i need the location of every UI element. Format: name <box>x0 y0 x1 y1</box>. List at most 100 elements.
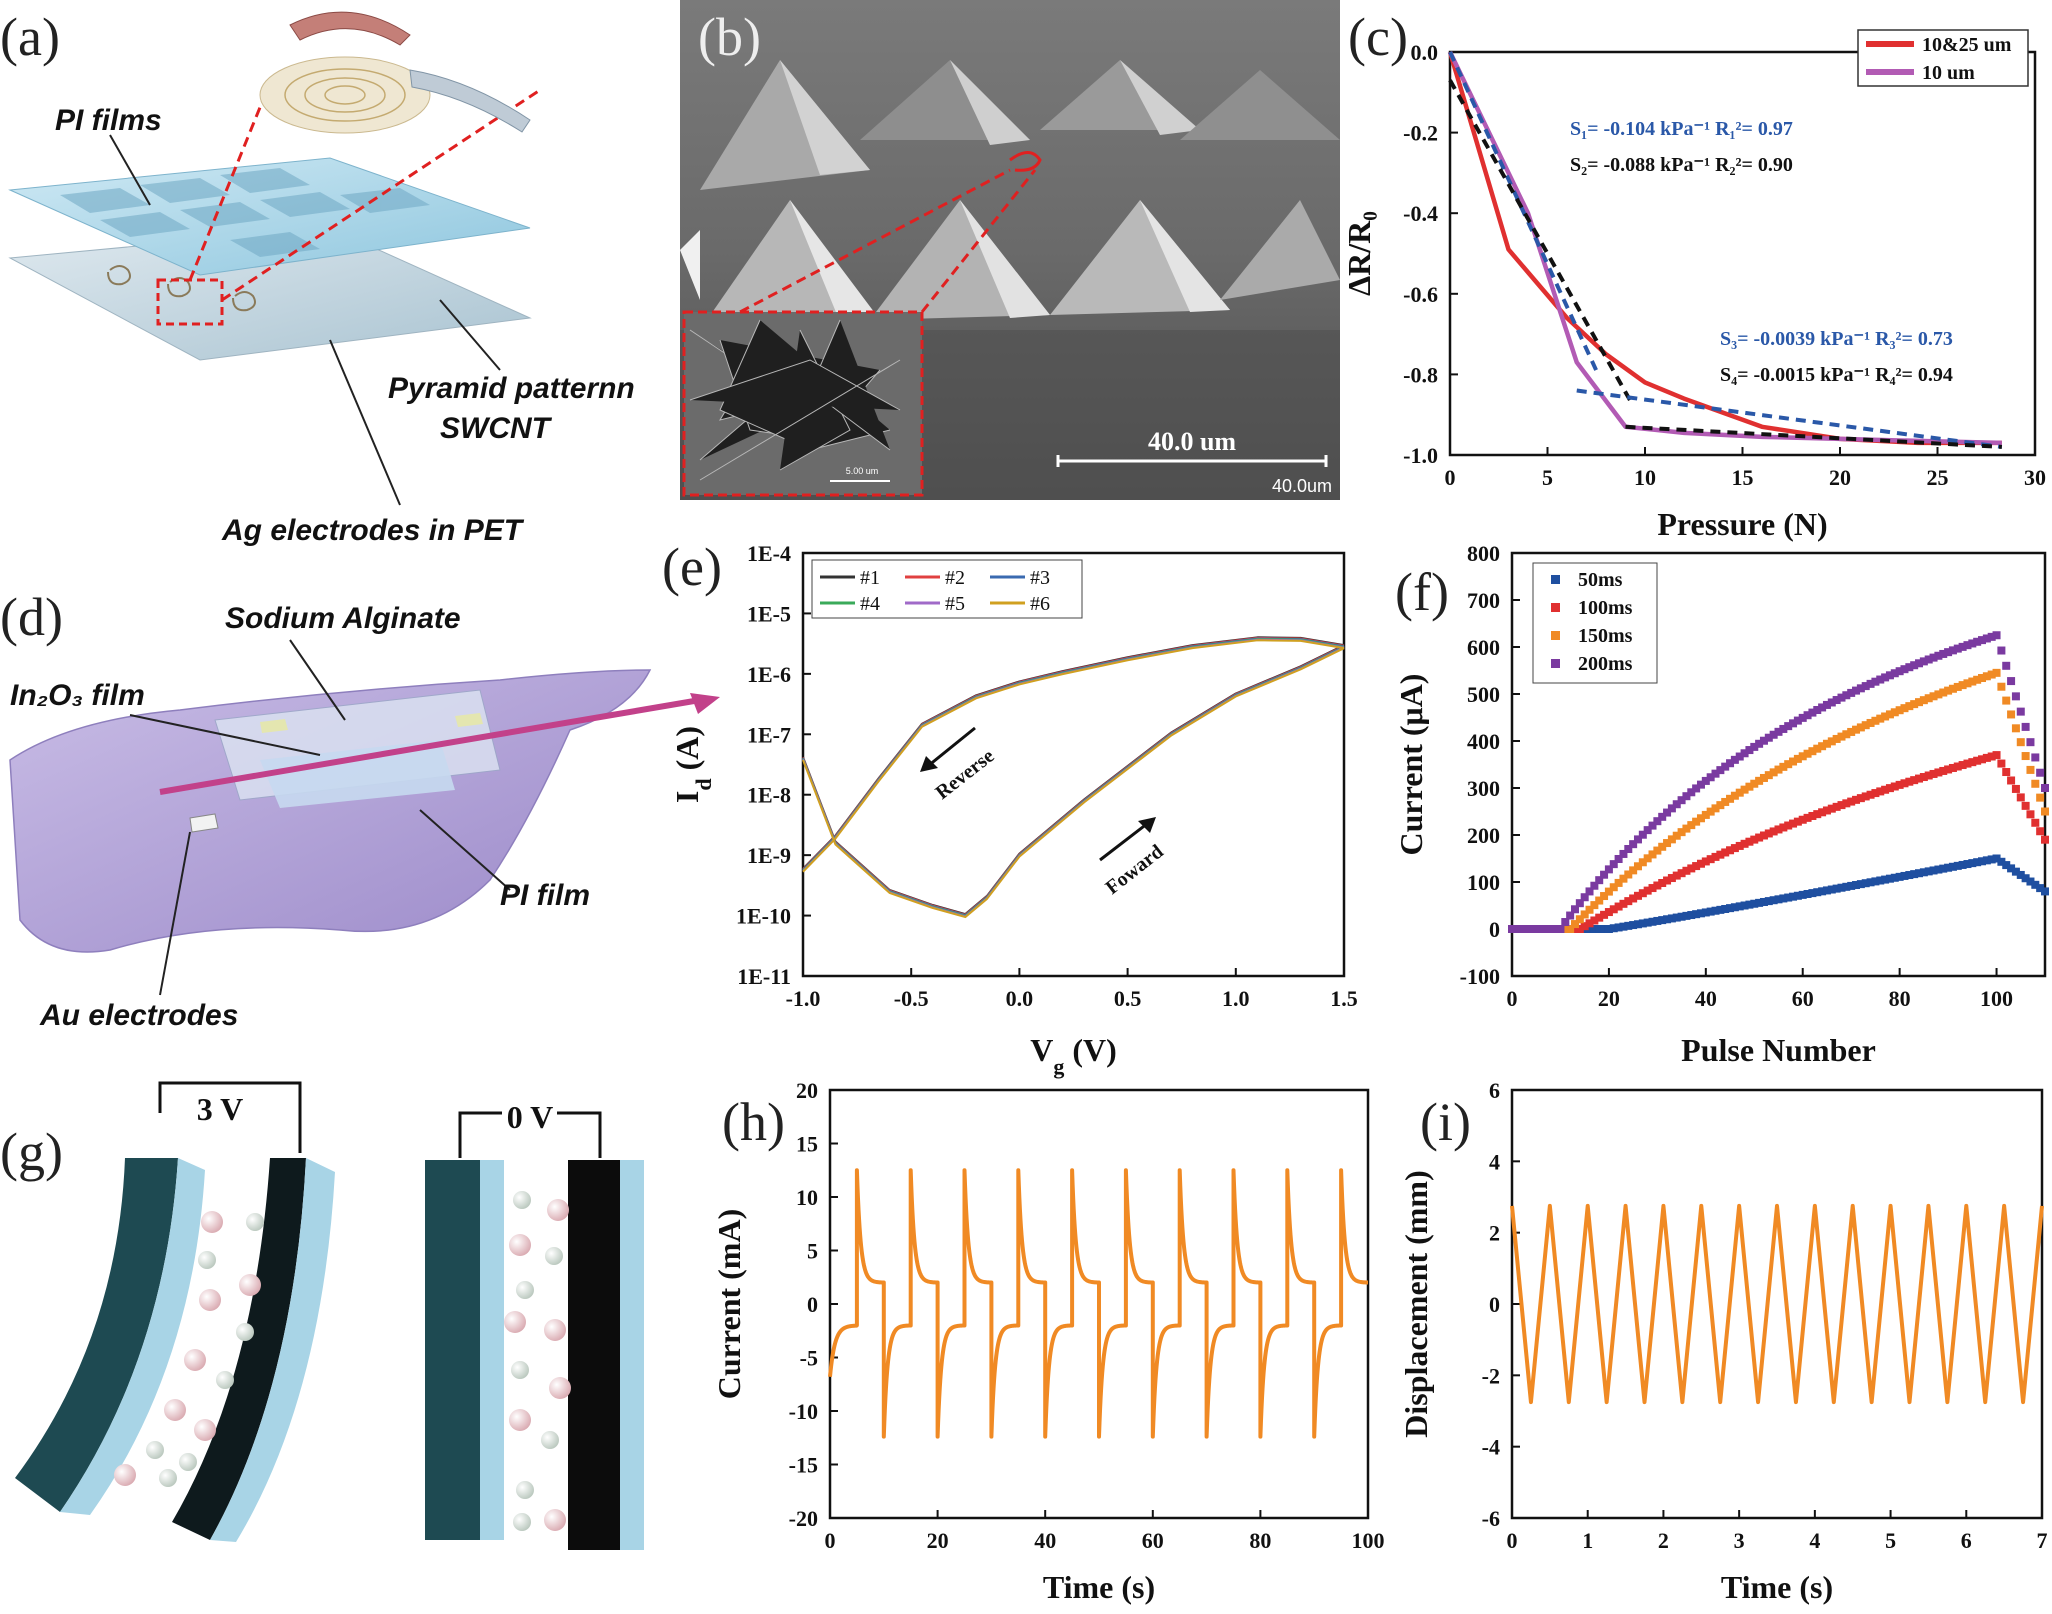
data-point-100ms <box>1929 769 1938 778</box>
data-point-150ms <box>1672 831 1681 840</box>
data-point-150ms <box>1764 771 1773 780</box>
data-point-150ms <box>1924 694 1933 703</box>
transfer-curve-reverse-device-4 <box>802 638 1345 872</box>
voltage-label-bg-right <box>502 1098 557 1134</box>
data-point-100ms <box>1648 884 1657 893</box>
data-point-50ms <box>1905 871 1914 880</box>
data-point-200ms <box>1958 642 1967 651</box>
data-point-100ms <box>1585 919 1594 928</box>
data-point-100ms <box>1915 774 1924 783</box>
data-point-100ms <box>1609 905 1618 914</box>
data-point-100ms <box>1769 827 1778 836</box>
x-tick-label-f: 40 <box>1695 986 1717 1011</box>
plot-frame-c <box>1448 50 2037 457</box>
chart-f: 0 20 40 60 80 100 -100 0 100 200 300 400 500 600 700 80… <box>1393 541 2049 1068</box>
data-point-200ms <box>1890 669 1899 678</box>
x-tick-label-c: 25 <box>1927 465 1949 490</box>
data-point-150ms <box>1978 674 1987 683</box>
x-tick-label-f: 80 <box>1889 986 1911 1011</box>
data-point-200ms <box>1619 849 1628 858</box>
y-tick-label-c: 0.0 <box>1411 40 1439 65</box>
data-point-50ms <box>1701 908 1710 917</box>
data-point-200ms <box>1643 826 1652 835</box>
source-electrode <box>189 813 219 833</box>
data-point-200ms <box>1590 881 1599 890</box>
data-point-decay-200ms <box>2041 784 2049 792</box>
x-tick-label-e: 0.5 <box>1114 986 1142 1011</box>
data-point-50ms <box>1944 863 1953 872</box>
data-point-200ms <box>1648 821 1657 830</box>
data-point-100ms <box>1604 908 1613 917</box>
data-point-150ms <box>1566 925 1575 933</box>
data-point-50ms <box>1919 868 1928 877</box>
data-point-50ms <box>1648 917 1657 926</box>
label-au-electrodes: Au electrodes <box>39 999 238 1032</box>
chart-h: 0 20 40 60 80 100 20 15 10 5 0 -5 -10 -15 -20 Time (s) C… <box>711 1078 1385 1605</box>
data-point-150ms <box>1677 828 1686 837</box>
data-point-150ms <box>1866 718 1875 727</box>
x-tick-label-h: 100 <box>1352 1528 1385 1553</box>
data-point-100ms <box>1905 777 1914 786</box>
data-point-200ms <box>1508 925 1516 933</box>
data-point-200ms <box>1948 646 1957 655</box>
legend-label-6: #6 <box>1030 593 1050 615</box>
data-point-200ms <box>1934 651 1943 660</box>
panel-b: 5.00 um 40.0 um 40.0um (b) <box>680 0 1340 500</box>
y-tick-label-c: -0.2 <box>1403 121 1438 146</box>
data-point-50ms <box>1890 873 1899 882</box>
data-point-50ms <box>1585 925 1594 933</box>
data-point-200ms <box>1827 698 1836 707</box>
data-point-100ms <box>1735 841 1744 850</box>
data-point-200ms <box>1706 773 1715 782</box>
x-axis-title-f: Pulse Number <box>1681 1032 1876 1068</box>
legend-label-200ms: 200ms <box>1578 653 1633 675</box>
data-point-decay-100ms <box>2002 768 2011 777</box>
data-point-100ms <box>1726 846 1735 855</box>
legend-e: #1 #2 #3 #4 #5 #6 <box>811 559 1083 619</box>
data-point-200ms <box>1992 631 2001 640</box>
data-point-decay-150ms <box>2007 710 2016 719</box>
data-point-150ms <box>1784 760 1793 769</box>
legend-swatch-150ms <box>1551 631 1560 640</box>
data-point-50ms <box>1968 859 1977 868</box>
data-point-100ms <box>1638 889 1647 898</box>
data-point-100ms <box>1982 753 1991 762</box>
data-point-100ms <box>1973 756 1982 765</box>
data-point-150ms <box>1856 723 1865 732</box>
data-point-100ms <box>1924 771 1933 780</box>
data-point-150ms <box>1963 679 1972 688</box>
data-point-50ms <box>1633 920 1642 929</box>
y-tick-label-h: 5 <box>807 1239 818 1264</box>
x-tick-label-e: -1.0 <box>786 986 821 1011</box>
data-point-50ms <box>1856 880 1865 889</box>
data-point-200ms <box>1517 925 1526 933</box>
y-tick-label-e: 1E-7 <box>747 722 791 747</box>
scale-corner-label: 40.0um <box>1272 476 1332 496</box>
legend-label-4: #4 <box>860 593 880 615</box>
data-point-200ms <box>1600 870 1609 879</box>
data-point-50ms <box>1982 856 1991 865</box>
data-point-50ms <box>1682 911 1691 920</box>
pyramid-pattern <box>60 168 430 257</box>
data-point-150ms <box>1692 817 1701 826</box>
transfer-curve-forward-device-3 <box>802 645 1345 917</box>
data-point-200ms <box>1759 736 1768 745</box>
data-point-200ms <box>1580 893 1589 902</box>
data-point-100ms <box>1701 857 1710 866</box>
data-point-100ms <box>1687 864 1696 873</box>
data-point-200ms <box>1789 719 1798 728</box>
transfer-curve-forward-device-5 <box>802 646 1345 918</box>
data-point-150ms <box>1808 747 1817 756</box>
data-point-200ms <box>1987 632 1996 641</box>
data-point-100ms <box>1866 790 1875 799</box>
data-point-decay-200ms <box>2026 738 2035 747</box>
data-point-150ms <box>1832 734 1841 743</box>
data-point-200ms <box>1512 925 1521 933</box>
panel-letter-e: (e) <box>662 537 722 597</box>
data-point-200ms <box>1609 860 1618 869</box>
data-point-200ms <box>1730 755 1739 764</box>
data-point-50ms <box>1832 884 1841 893</box>
data-point-100ms <box>1876 787 1885 796</box>
y-tick-label-i: 6 <box>1489 1078 1500 1103</box>
x-axis-title-e: Vg (V) <box>1030 1032 1117 1079</box>
